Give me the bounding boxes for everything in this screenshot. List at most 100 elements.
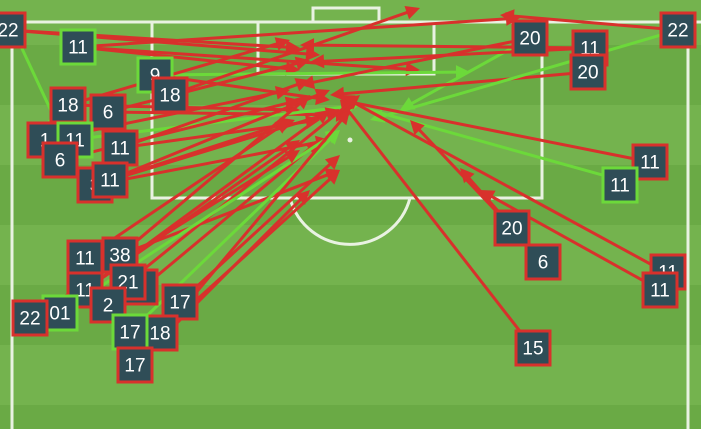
- player-marker: 18: [151, 76, 189, 114]
- player-marker: 22: [11, 299, 49, 337]
- player-marker: 11: [101, 129, 139, 167]
- player-marker: 17: [111, 313, 149, 351]
- pass-arrow-line: [352, 101, 652, 164]
- pass-arrow-head: [324, 155, 340, 170]
- pass-arrow-head: [460, 168, 475, 184]
- player-marker: 18: [49, 86, 87, 124]
- pass-arrow-head: [284, 140, 300, 154]
- pass-arrow: [106, 56, 310, 114]
- player-marker-box: [161, 283, 199, 321]
- pass-arrow-head: [480, 190, 496, 203]
- pass-arrow-line: [93, 112, 329, 187]
- player-number: 18: [57, 96, 78, 117]
- player-number: 20: [501, 219, 522, 240]
- player-marker-box: [66, 239, 104, 277]
- player-marker-box: [514, 329, 552, 367]
- player-number: 6: [55, 151, 66, 172]
- player-marker-box: [601, 166, 639, 204]
- pass-arrow-head: [284, 150, 300, 164]
- player-number: 20: [577, 63, 598, 84]
- player-marker-box: [511, 19, 549, 57]
- pass-arrow: [83, 120, 290, 260]
- pass-arrow-head: [285, 40, 300, 55]
- pass-arrow-line: [350, 100, 667, 274]
- pass-arrow-line: [312, 36, 532, 84]
- pass-arrow-line: [342, 70, 590, 96]
- pass-arrow: [340, 100, 535, 350]
- player-marker-box: [49, 86, 87, 124]
- pass-arrow-head: [335, 110, 350, 126]
- pass-arrow-head: [294, 95, 310, 110]
- player-marker-box: [59, 28, 97, 66]
- player-marker-box: [91, 161, 129, 199]
- player-number: 9: [150, 66, 161, 87]
- player-marker: 17: [161, 283, 199, 321]
- player-marker-box: [569, 53, 607, 91]
- player-number: 11: [650, 281, 670, 302]
- player-marker-box: [151, 76, 189, 114]
- player-marker: 20: [511, 19, 549, 57]
- player-marker: 11: [601, 166, 639, 204]
- pass-arrow-line: [347, 109, 535, 350]
- pass-arrow-line: [76, 45, 408, 71]
- pass-arrow-head: [300, 38, 315, 53]
- pass-arrow: [168, 5, 420, 97]
- pass-arrow: [126, 95, 360, 284]
- pass-arrow: [178, 155, 340, 304]
- player-marker: 20: [569, 53, 607, 91]
- pass-arrow-line: [153, 70, 458, 77]
- player-number: 6: [103, 103, 114, 124]
- pass-arrow-line: [108, 93, 319, 182]
- player-marker: 6: [89, 93, 127, 131]
- player-marker-box: [0, 11, 27, 49]
- player-marker: 6: [41, 141, 79, 179]
- pass-arrow-line: [126, 102, 351, 284]
- player-markers: 2211918186111116311201120221111206111115…: [0, 11, 697, 384]
- player-number: 22: [0, 21, 19, 42]
- player-marker: 17: [116, 346, 154, 384]
- pass-arrow-head: [314, 110, 330, 124]
- pass-arrow-head: [330, 86, 345, 101]
- player-number: 11: [75, 249, 95, 270]
- player-number: 11: [640, 153, 660, 174]
- pass-arrow-head: [295, 190, 310, 205]
- player-number: 18: [159, 86, 180, 107]
- player-marker: 6: [524, 243, 562, 281]
- player-marker: 22: [0, 11, 27, 49]
- player-number: 22: [19, 309, 40, 330]
- player-number: 1: [40, 131, 51, 152]
- player-marker-box: [11, 299, 49, 337]
- pass-arrow: [108, 88, 330, 182]
- pass-arrow-head: [294, 56, 310, 71]
- pass-arrow-head: [300, 75, 316, 90]
- pass-arrow-head: [274, 120, 290, 134]
- player-marker-box: [659, 11, 697, 49]
- pass-arrow-line: [381, 28, 680, 118]
- pass-arrow-head: [305, 46, 320, 61]
- pass-arrow-line: [118, 102, 301, 257]
- pass-arrow-head: [410, 120, 425, 135]
- pass-arrow-line: [16, 38, 56, 119]
- player-number: 15: [522, 339, 543, 360]
- pass-arrow: [500, 9, 680, 32]
- player-marker-box: [641, 271, 679, 309]
- pass-arrow-head: [344, 95, 360, 110]
- player-marker-box: [631, 143, 669, 181]
- pass-arrow-line: [106, 61, 298, 114]
- player-marker-box: [493, 209, 531, 247]
- pass-arrow-line: [410, 36, 532, 105]
- player-number: 20: [519, 29, 540, 50]
- pass-arrow-head: [404, 5, 420, 20]
- pass-arrow: [118, 95, 310, 257]
- player-number: 18: [149, 324, 170, 345]
- pass-arrow-line: [168, 11, 409, 97]
- player-number: 11: [610, 176, 630, 197]
- pass-arrow: [300, 36, 532, 90]
- player-marker-box: [89, 93, 127, 131]
- player-marker-box: [524, 243, 562, 281]
- pass-arrow-line: [138, 147, 311, 292]
- penalty-arc: [288, 197, 412, 246]
- player-marker: 11: [59, 28, 97, 66]
- player-number: 11: [68, 38, 88, 59]
- pass-arrow-head: [500, 9, 515, 24]
